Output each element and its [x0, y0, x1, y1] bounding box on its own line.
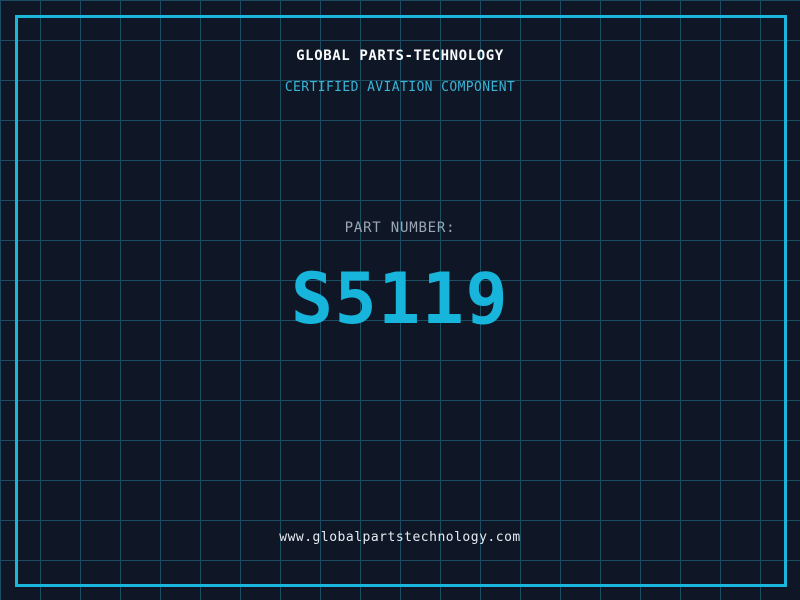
- website-url: www.globalpartstechnology.com: [279, 530, 521, 545]
- certification-subtitle: CERTIFIED AVIATION COMPONENT: [284, 80, 516, 95]
- part-number-label: PART NUMBER:: [344, 220, 456, 236]
- company-title: GLOBAL PARTS-TECHNOLOGY: [296, 48, 504, 64]
- part-number-value: S5119: [290, 258, 510, 340]
